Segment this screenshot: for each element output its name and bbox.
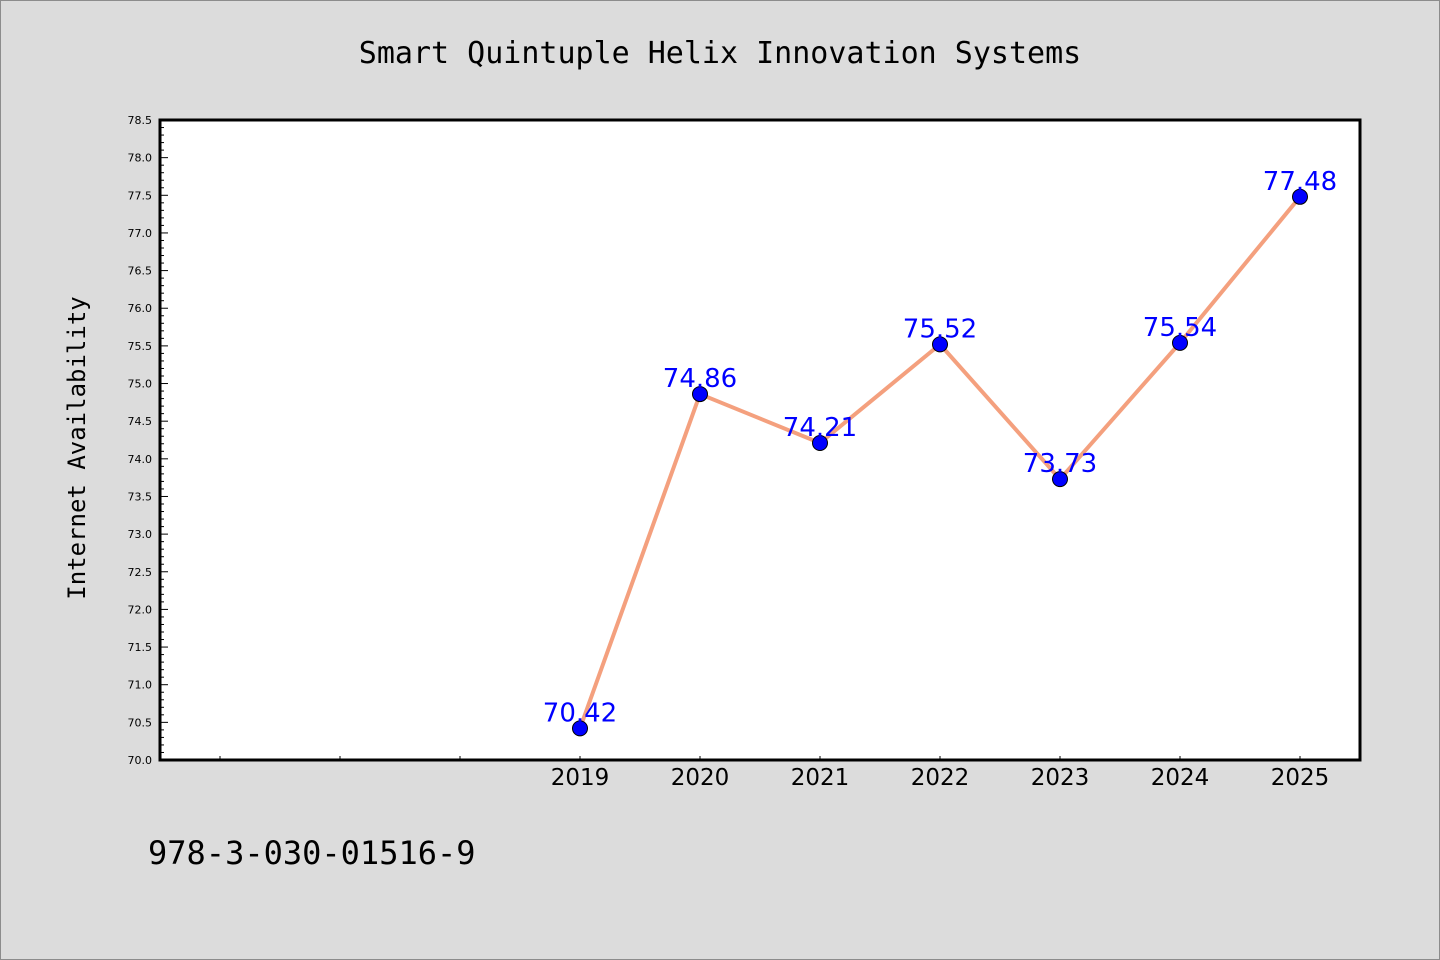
x-tick-label: 2019 [551, 765, 610, 791]
x-tick-label: 2023 [1031, 765, 1090, 791]
chart-title: Smart Quintuple Helix Innovation Systems [359, 36, 1081, 71]
data-label: 73.73 [1023, 449, 1097, 479]
data-label: 74.86 [663, 364, 737, 394]
x-tick-label: 2024 [1151, 765, 1210, 791]
y-tick-label: 75.5 [128, 340, 153, 353]
x-tick-label: 2025 [1271, 765, 1330, 791]
y-tick-label: 72.5 [128, 566, 153, 579]
x-axis: 2019 2020 2021 2022 2023 2024 2025 [219, 756, 1330, 791]
x-tick-label: 2022 [911, 765, 970, 791]
y-tick-label: 74.5 [128, 415, 153, 428]
data-label: 77.48 [1263, 167, 1337, 197]
isbn-text: 978-3-030-01516-9 [148, 834, 476, 872]
y-tick-label: 75.0 [128, 378, 153, 391]
data-label: 70.42 [543, 698, 617, 728]
y-tick-label: 76.5 [128, 265, 153, 278]
y-tick-label: 74.0 [128, 453, 153, 466]
y-tick-label: 77.0 [128, 227, 153, 240]
y-tick-label: 71.5 [128, 641, 153, 654]
y-tick-label: 78.5 [128, 114, 153, 127]
y-tick-label: 71.0 [128, 679, 153, 692]
y-tick-label: 76.0 [128, 302, 153, 315]
y-tick-label: 77.5 [128, 189, 153, 202]
data-point-marker [932, 336, 948, 353]
data-label: 75.52 [903, 314, 977, 344]
series-layer [572, 188, 1308, 737]
y-tick-label: 72.0 [128, 603, 153, 616]
y-axis: 70.0 70.5 71.0 71.5 72.0 72.5 73.0 73.5 74.0 74.5… [128, 114, 168, 767]
data-labels-layer: 70.42 74.86 74.21 75.52 73.73 75.54 77.48 [543, 167, 1337, 729]
plot-border [158, 118, 1362, 762]
plot-area [160, 120, 1360, 760]
data-point-marker [1292, 188, 1308, 205]
y-tick-label: 73.5 [128, 490, 153, 503]
y-tick-label: 70.0 [128, 754, 153, 767]
data-point-marker [572, 720, 588, 737]
x-tick-label: 2021 [791, 765, 850, 791]
data-label: 75.54 [1143, 313, 1217, 343]
data-point-marker [692, 386, 708, 403]
y-axis-label: Internet Availability [63, 296, 91, 599]
y-tick-label: 73.0 [128, 528, 153, 541]
data-point-marker [812, 435, 828, 452]
data-point-marker [1172, 334, 1188, 351]
x-tick-label: 2020 [671, 765, 730, 791]
y-tick-label: 78.0 [128, 152, 153, 165]
y-tick-label: 70.5 [128, 716, 153, 729]
data-label: 74.21 [783, 413, 857, 443]
data-point-marker [1052, 471, 1068, 488]
